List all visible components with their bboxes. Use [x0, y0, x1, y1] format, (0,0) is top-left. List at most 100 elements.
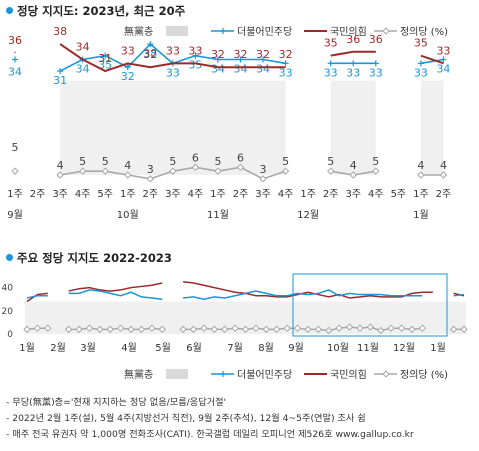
x-month-label: 1월	[430, 342, 446, 354]
point-marker-22	[252, 324, 260, 332]
x-month-label: 9월	[288, 342, 304, 354]
x-tick-label: 2주	[233, 189, 249, 200]
data-label: 4	[350, 159, 357, 172]
legend-label: 국민의힘	[330, 26, 367, 38]
legend-swatch	[166, 26, 188, 36]
point-marker-7	[169, 167, 177, 175]
data-label: 35	[414, 37, 428, 50]
data-label: 34	[8, 66, 22, 79]
x-tick-label: 4주	[278, 189, 294, 200]
point-marker-16	[372, 167, 380, 175]
chart2-title: 주요 정당 지지도 2022-2023	[6, 250, 172, 266]
data-label: 34	[76, 63, 90, 76]
data-label: 3	[147, 163, 154, 176]
data-label: 38	[143, 47, 157, 60]
legend-item-0: 無黨층	[124, 25, 188, 38]
data-label: 4	[57, 159, 64, 172]
point-marker-29	[325, 326, 333, 335]
point-marker-36	[397, 324, 406, 332]
series-line-2	[330, 50, 376, 57]
data-label: 6	[237, 151, 244, 164]
legend-item-3: 정의당 (%)	[374, 26, 448, 38]
series-0	[26, 281, 465, 303]
series-line-1	[59, 43, 286, 73]
point-marker-5	[75, 325, 83, 334]
x-month-label: 2월	[50, 342, 66, 354]
x-month-label: 11월	[357, 342, 379, 354]
footnote-3: - 매주 전국 유권자 약 1,000명 전화조사(CATI). 한국갤럽 데일…	[6, 429, 414, 440]
x-tick-label: 2주	[436, 189, 452, 200]
x-tick-label: 1주	[300, 189, 316, 200]
data-label: 6	[192, 151, 199, 164]
point-marker-14	[326, 167, 335, 175]
point-marker-17	[200, 324, 208, 332]
point-marker-12	[148, 324, 156, 332]
chart1-title: 정당 지지도: 2023년, 최근 20주	[6, 3, 185, 19]
legend-label: 국민의힘	[330, 369, 367, 381]
x-month-label: 4월	[121, 342, 137, 354]
x-month-label: 1월	[19, 342, 35, 354]
chart2-title-text: 주요 정당 지지도 2022-2023	[17, 251, 172, 265]
legend-label: 더불어민주당	[237, 26, 292, 38]
point-marker-25	[283, 324, 291, 332]
x-tick-label: 5주	[97, 189, 113, 200]
footnote-1: - 무당(無黨)층='현재 지지하는 정당 없음/모름/응답거절'	[6, 397, 227, 408]
point-marker-23	[262, 325, 271, 334]
x-tick-label: 1주	[120, 189, 136, 200]
x-tick-label: 3주	[52, 189, 68, 200]
x-tick-label: 4주	[75, 189, 91, 200]
section-dot-icon	[6, 254, 13, 261]
point-marker-0	[11, 167, 19, 175]
legend-swatch	[166, 369, 188, 379]
data-label: 3	[260, 163, 267, 176]
data-label: 4	[417, 159, 424, 172]
point-marker-1	[33, 324, 42, 332]
x-month-label: 11월	[207, 209, 229, 221]
point-marker-15	[349, 171, 357, 179]
x-tick-label: 3주	[345, 189, 361, 200]
y-tick-label: 40	[2, 284, 14, 294]
data-label: 4	[440, 159, 447, 172]
point-marker-31	[345, 323, 354, 331]
section-dot-icon	[6, 7, 13, 14]
data-label: 5	[372, 155, 379, 168]
data-label: 33	[346, 66, 360, 79]
point-marker-10	[127, 325, 135, 334]
x-month-label: 8월	[258, 342, 274, 354]
data-label: 4	[124, 159, 131, 172]
x-month-label: 10월	[117, 209, 139, 221]
legend-label: 정의당 (%)	[400, 26, 448, 38]
x-month-label: 5월	[155, 342, 171, 354]
point-marker-11	[137, 325, 146, 334]
point-marker-18	[210, 325, 218, 334]
data-label: 33	[188, 44, 202, 57]
point-marker-37	[408, 325, 416, 334]
point-marker-12	[281, 167, 290, 175]
data-label: 34	[211, 63, 225, 76]
point-marker-19	[220, 325, 229, 334]
data-label: 35	[324, 37, 338, 50]
x-tick-label: 3주	[165, 189, 181, 200]
point-marker-41	[449, 325, 458, 334]
point-marker-3	[78, 167, 87, 175]
point-marker-13	[158, 325, 166, 334]
undecided-band-3	[420, 80, 444, 175]
point-marker-18	[417, 171, 425, 179]
point-marker-8	[106, 325, 114, 334]
legend-item-2: 국민의힘	[304, 369, 367, 381]
data-label: 5	[102, 155, 109, 168]
data-label: 35	[188, 59, 202, 72]
x-tick-label: 2주	[143, 189, 159, 200]
data-label: 33	[166, 44, 180, 57]
data-label: 32	[121, 70, 135, 83]
legend-label: 無黨층	[124, 368, 153, 381]
point-marker-legend-3	[382, 370, 390, 378]
series-line-2	[182, 289, 423, 300]
point-marker-33	[366, 323, 375, 331]
data-label: 5	[79, 155, 86, 168]
x-month-label: 6월	[186, 342, 202, 354]
series-line-1	[68, 289, 163, 300]
x-month-label: 10월	[327, 342, 349, 354]
